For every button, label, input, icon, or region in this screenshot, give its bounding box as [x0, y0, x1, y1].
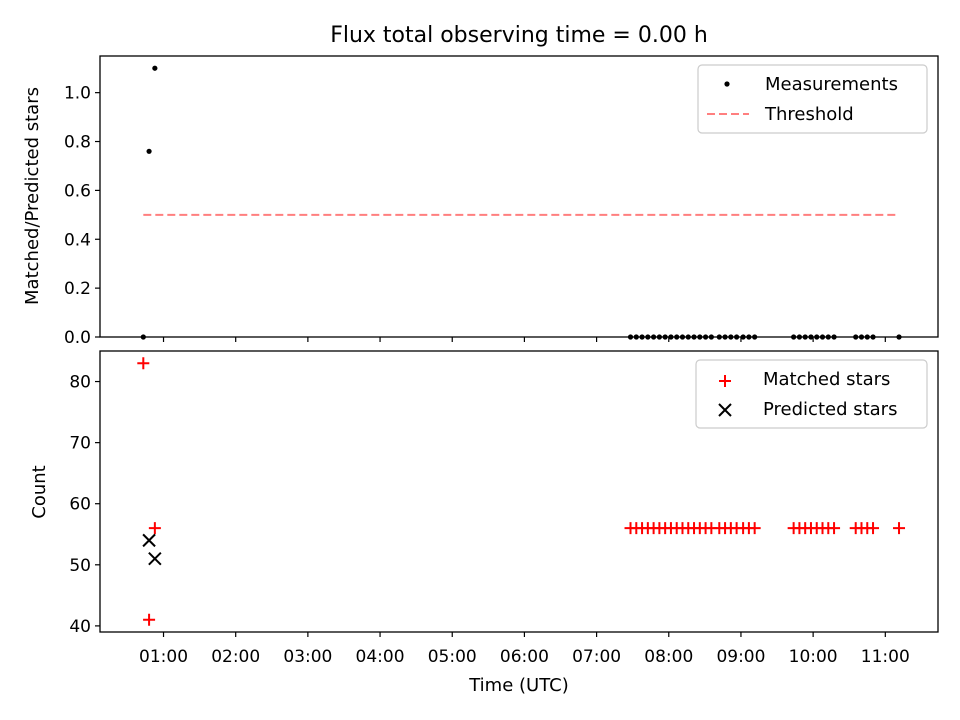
x-tick-label: 05:00 [428, 647, 477, 667]
x-tick-label: 04:00 [356, 647, 405, 667]
x-tick-label: 06:00 [500, 647, 549, 667]
bottom-y-tick-label: 40 [69, 617, 91, 637]
chart-title: Flux total observing time = 0.00 h [330, 23, 708, 48]
x-tick-label: 01:00 [139, 647, 188, 667]
x-axis-label: Time (UTC) [468, 675, 569, 696]
predicted-star-point [148, 551, 162, 566]
top-plot-frame [99, 55, 939, 338]
bottom-y-tick-label: 70 [69, 434, 91, 454]
top-y-tick-label: 0.2 [64, 279, 91, 299]
x-tick-label: 02:00 [211, 647, 260, 667]
legend-threshold-label: Threshold [764, 104, 854, 125]
bottom-y-axis-label: Count [29, 465, 50, 518]
legend-measurements-marker [724, 81, 730, 87]
bottom-legend: Matched stars Predicted stars [695, 359, 928, 429]
bottom-plot-frame [99, 350, 939, 633]
x-tick-label: 11:00 [861, 647, 910, 667]
bottom-panel: 40 50 60 70 80 [69, 357, 906, 637]
bottom-y-tick-label: 50 [69, 556, 91, 576]
x-tick-label: 08:00 [644, 647, 693, 667]
bottom-y-tick-label: 80 [69, 373, 91, 393]
matched-star-point [148, 522, 161, 535]
matched-star-point [143, 613, 156, 626]
bottom-legend-box [695, 359, 928, 429]
matched-star-point [137, 357, 150, 370]
legend-predicted-stars-marker [718, 403, 732, 417]
matched-star-point [867, 522, 880, 535]
legend-measurements-label: Measurements [765, 74, 898, 95]
bottom-y-tick-label: 60 [69, 495, 91, 515]
matched-star-point [893, 522, 906, 535]
measurement-point [152, 65, 158, 71]
top-y-axis-label: Matched/Predicted stars [22, 87, 43, 305]
x-tick-label: 09:00 [716, 647, 765, 667]
top-y-tick-label: 0.6 [64, 181, 91, 201]
x-tick-labels: 01:00 02:00 03:00 04:00 05:00 06:00 07:00 08:00… [139, 647, 910, 667]
top-legend: Measurements Threshold [697, 64, 928, 134]
legend-matched-stars-label: Matched stars [763, 369, 890, 390]
predicted-star-point [142, 533, 156, 548]
measurement-point [146, 148, 152, 154]
top-y-tick-label: 1.0 [64, 84, 91, 104]
top-y-tick-label: 0.4 [64, 230, 91, 250]
legend-predicted-stars-label: Predicted stars [763, 399, 897, 420]
top-y-tick-label: 0.8 [64, 133, 91, 153]
top-legend-box [697, 64, 928, 134]
matched-star-point [828, 522, 841, 535]
x-tick-label: 07:00 [572, 647, 621, 667]
top-panel: 0.0 0.2 0.4 0.6 0.8 1.0 [64, 65, 902, 348]
top-y-tick-label: 0.0 [64, 328, 91, 348]
x-tick-label: 10:00 [789, 647, 838, 667]
legend-matched-stars-marker [719, 375, 731, 387]
matched-star-point [748, 522, 761, 535]
x-tick-label: 03:00 [283, 647, 332, 667]
